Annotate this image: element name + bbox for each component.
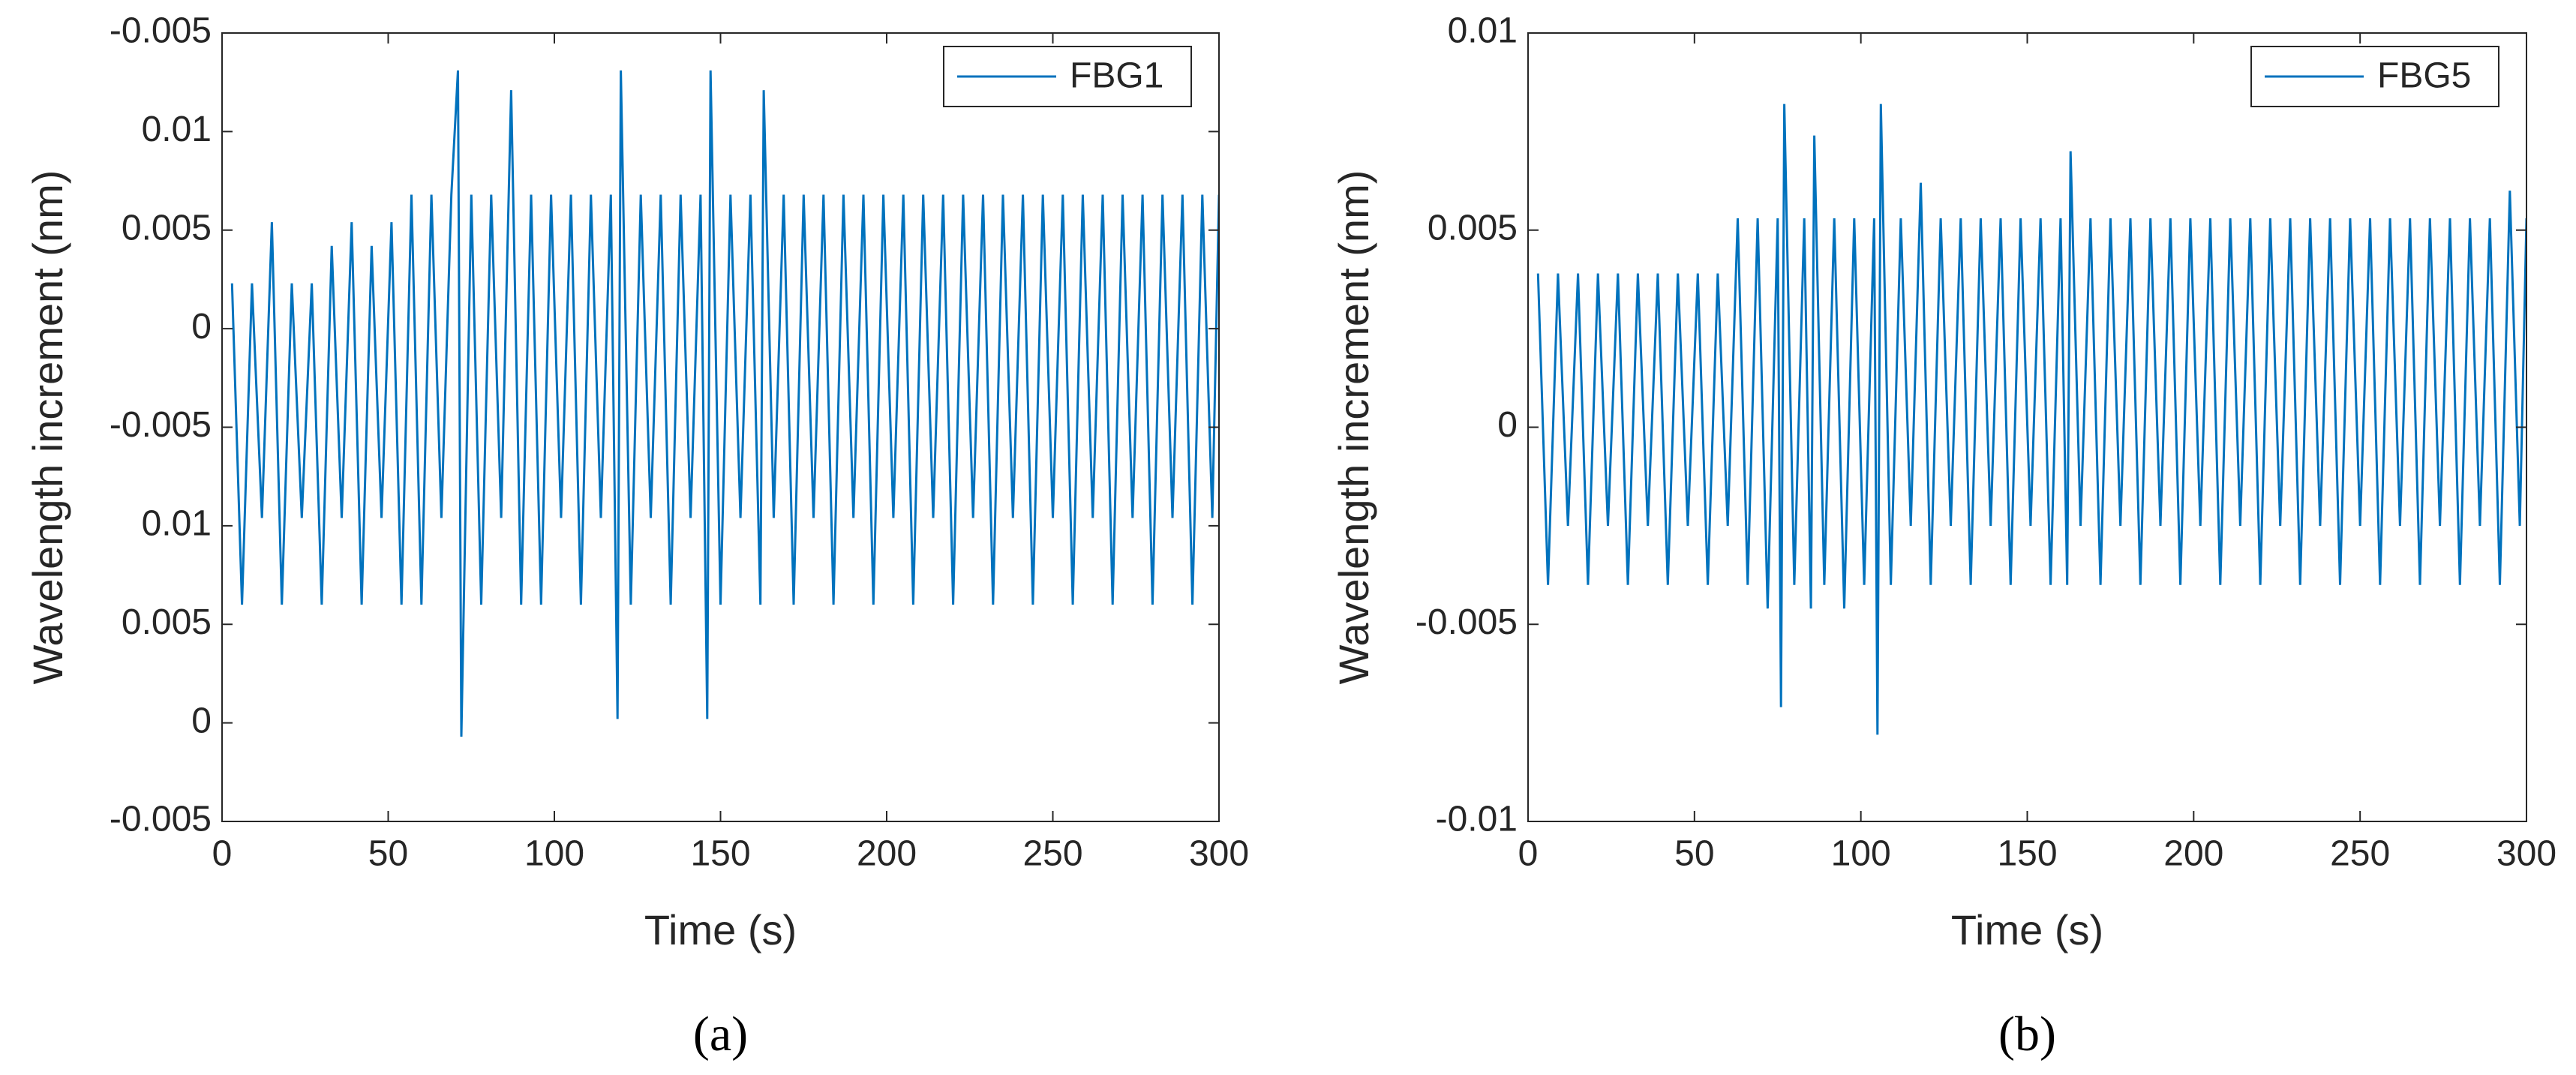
y-tick-label: 0 (191, 701, 212, 740)
x-tick-label: 100 (524, 834, 584, 874)
caption: (a) (693, 1007, 748, 1061)
y-tick-label: 0 (1497, 405, 1518, 445)
y-tick-label: -0.005 (110, 11, 212, 51)
x-tick-label: 0 (212, 834, 233, 874)
x-tick-label: 50 (368, 834, 408, 874)
y-tick-label: 0.005 (122, 208, 212, 248)
y-tick-label: 0.01 (142, 110, 212, 149)
legend-label: FBG1 (1070, 56, 1163, 96)
data-line (230, 70, 1219, 737)
plot-data (1536, 104, 2526, 735)
x-tick-label: 50 (1674, 834, 1714, 874)
x-tick-label: 0 (1518, 834, 1539, 874)
x-tick-label: 150 (690, 834, 750, 874)
x-tick-label: 200 (2163, 834, 2223, 874)
y-tick-label: -0.005 (1416, 602, 1518, 642)
y-tick-label: 0.01 (1448, 11, 1518, 51)
x-tick-label: 250 (2330, 834, 2390, 874)
x-axis-label: Time (s) (1951, 906, 2103, 953)
caption: (b) (1998, 1007, 2056, 1061)
y-tick-label: 0.005 (1428, 208, 1518, 248)
y-tick-label: -0.005 (110, 405, 212, 445)
x-tick-label: 150 (1997, 834, 2057, 874)
x-tick-label: 300 (1189, 834, 1249, 874)
x-tick-label: 200 (857, 834, 917, 874)
data-line (1536, 104, 2526, 735)
y-tick-label: -0.005 (110, 800, 212, 839)
x-axis-label: Time (s) (644, 906, 797, 953)
y-tick-label: 0.005 (122, 602, 212, 642)
y-axis-label: Wavelength increment (nm) (24, 170, 71, 685)
x-tick-label: 300 (2496, 834, 2556, 874)
y-axis-label: Wavelength increment (nm) (1330, 170, 1377, 685)
x-tick-label: 100 (1831, 834, 1891, 874)
plot-data (230, 70, 1219, 737)
y-tick-label: -0.01 (1436, 800, 1518, 839)
plot-area (222, 33, 1219, 821)
x-tick-label: 250 (1022, 834, 1082, 874)
y-tick-label: 0 (191, 307, 212, 347)
y-tick-label: 0.01 (142, 504, 212, 544)
legend-label: FBG5 (2377, 56, 2471, 96)
